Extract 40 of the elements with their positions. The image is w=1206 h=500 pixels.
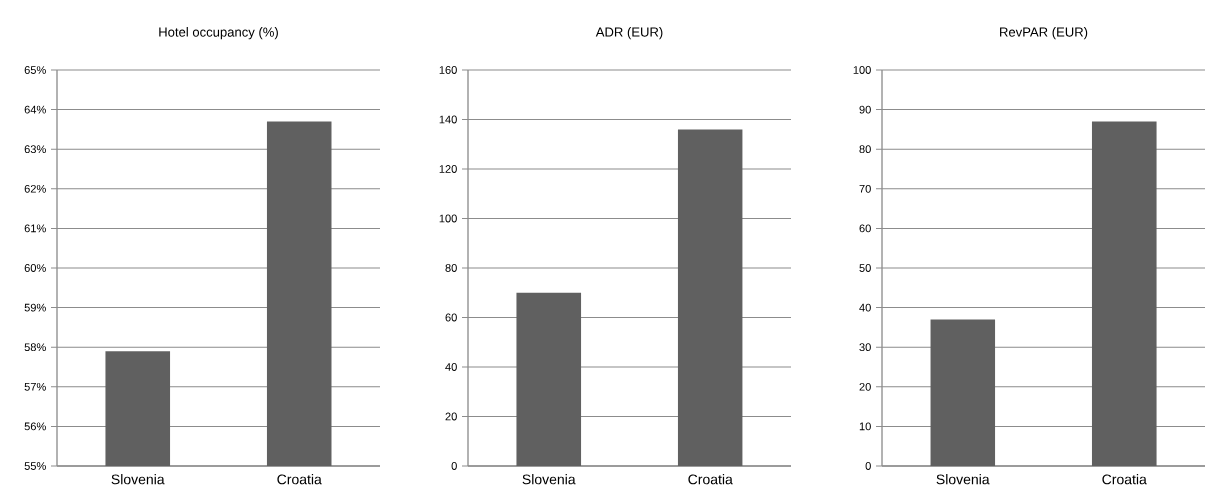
y-tick-label: 80: [859, 145, 871, 154]
y-tick-label: 80: [445, 264, 457, 272]
y-tick-label: 64%: [24, 105, 46, 114]
y-tick-label: 70: [859, 184, 871, 193]
y-tick-label: 10: [859, 422, 871, 431]
y-tick-label: 140: [439, 115, 457, 124]
y-tick-label: 0: [451, 462, 457, 470]
y-tick-label: 100: [439, 214, 457, 223]
chart-title: RevPAR (EUR): [1000, 27, 1088, 40]
y-tick-label: 57%: [24, 382, 46, 391]
chart-title: ADR (EUR): [595, 27, 663, 40]
chart-title: Hotel occupancy (%): [159, 27, 278, 40]
y-tick-label: 100: [853, 66, 871, 74]
y-tick-label: 120: [439, 165, 457, 173]
y-tick-label: 55%: [24, 462, 46, 470]
y-tick-label: 63%: [24, 145, 46, 154]
y-tick-label: 90: [859, 105, 871, 114]
x-tick-label: Croatia: [1102, 474, 1147, 485]
x-tick-label: Croatia: [688, 474, 733, 485]
y-tick-label: 30: [859, 343, 871, 352]
x-tick-label: Slovenia: [111, 474, 165, 485]
y-tick-label: 40: [859, 303, 871, 312]
y-tick-label: 60: [859, 224, 871, 233]
x-tick-label: Slovenia: [936, 474, 990, 485]
y-tick-label: 40: [445, 363, 457, 371]
y-tick-label: 0: [865, 462, 871, 470]
y-tick-label: 65%: [24, 66, 46, 74]
y-tick-label: 50: [859, 264, 871, 272]
y-tick-label: 61%: [24, 224, 46, 233]
y-tick-label: 62%: [24, 184, 46, 193]
y-tick-label: 59%: [24, 303, 46, 312]
y-tick-label: 56%: [24, 422, 46, 431]
y-tick-label: 20: [445, 412, 457, 421]
x-tick-label: Croatia: [277, 474, 322, 485]
y-tick-label: 20: [859, 382, 871, 391]
y-tick-label: 60%: [24, 264, 46, 272]
y-tick-label: 58%: [24, 343, 46, 352]
y-tick-label: 160: [439, 66, 457, 74]
x-tick-label: Slovenia: [522, 474, 576, 485]
y-tick-label: 60: [445, 313, 457, 322]
